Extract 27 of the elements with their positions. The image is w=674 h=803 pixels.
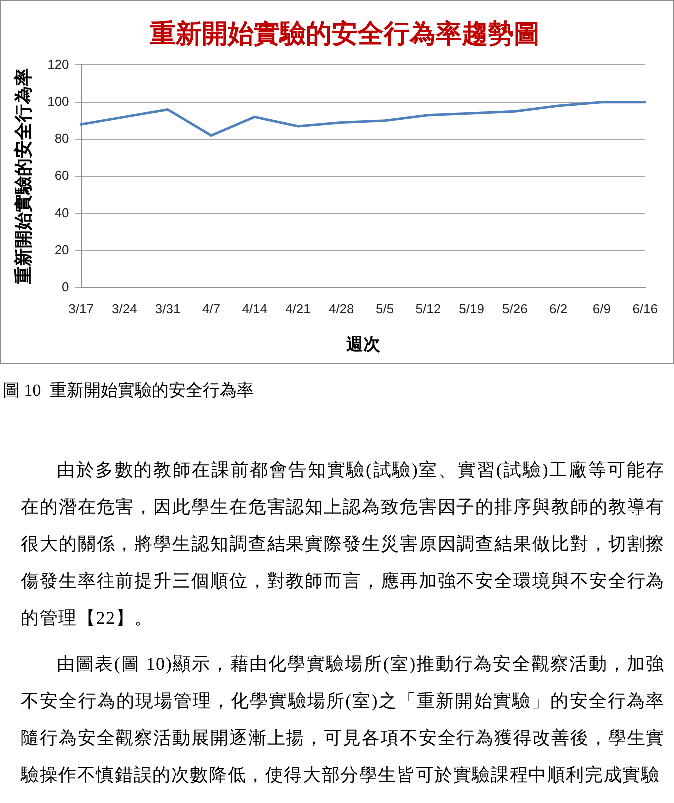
chart-title: 重新開始實驗的安全行為率趨勢圖 bbox=[149, 19, 540, 50]
x-tick-label: 4/14 bbox=[242, 301, 268, 316]
y-tick-label: 40 bbox=[54, 205, 70, 220]
x-tick-label: 6/9 bbox=[592, 301, 611, 316]
x-tick-label: 4/28 bbox=[328, 301, 354, 316]
y-tick-label: 120 bbox=[48, 56, 70, 72]
y-tick-label: 20 bbox=[54, 242, 70, 258]
x-tick-label: 5/26 bbox=[502, 301, 528, 316]
x-tick-label: 5/12 bbox=[416, 301, 442, 316]
x-tick-label: 4/21 bbox=[286, 301, 311, 316]
y-tick-label: 60 bbox=[54, 168, 70, 184]
x-axis-title: 週次 bbox=[345, 335, 382, 356]
x-tick-label: 5/19 bbox=[459, 301, 484, 316]
y-tick-label: 0 bbox=[62, 280, 70, 295]
y-axis-title: 重新開始實驗的安全行為率 bbox=[13, 68, 34, 286]
y-tick-label: 100 bbox=[48, 94, 70, 109]
x-tick-label: 4/7 bbox=[202, 301, 220, 316]
x-tick-label: 5/5 bbox=[376, 301, 394, 316]
caption: 圖 10 重新開始實驗的安全行為率 bbox=[3, 380, 254, 402]
x-tick-label: 3/24 bbox=[112, 301, 138, 316]
text: 由圖表(圖 10)顯示，藉由化學實驗場所(室)推動行為安全觀察活動，加強不安全行為的現場管理，化學實驗場所(室)之「重新開始實驗」的安全行為率隨行為安全觀察活動展開逐漸上揚，可見各項不安全行為獲得改善後，學生實驗操作不慎錯誤的次數降低，使得大部分學生皆可於實驗課程中順利完成實驗 bbox=[21, 653, 665, 787]
x-tick-label: 6/16 bbox=[632, 301, 658, 316]
x-tick-label: 3/31 bbox=[155, 301, 181, 316]
x-tick-label: 3/17 bbox=[68, 301, 94, 316]
y-tick-label: 80 bbox=[54, 131, 70, 146]
text: 由於多數的教師在課前都會告知實驗(試驗)室、實習(試驗)工廠等可能存在的潛在危害，因此學生在危害認知上認為致危害因子的排序與教師的教導有很大的關係，將學生認知調查結果實際發生災害原因調查結果做比對，切割擦傷發生率往前提升三個順位，對教師而言，應再加強不安全環境與不安全行為的管理【22】。 bbox=[21, 459, 665, 630]
x-tick-label: 6/2 bbox=[550, 301, 568, 316]
